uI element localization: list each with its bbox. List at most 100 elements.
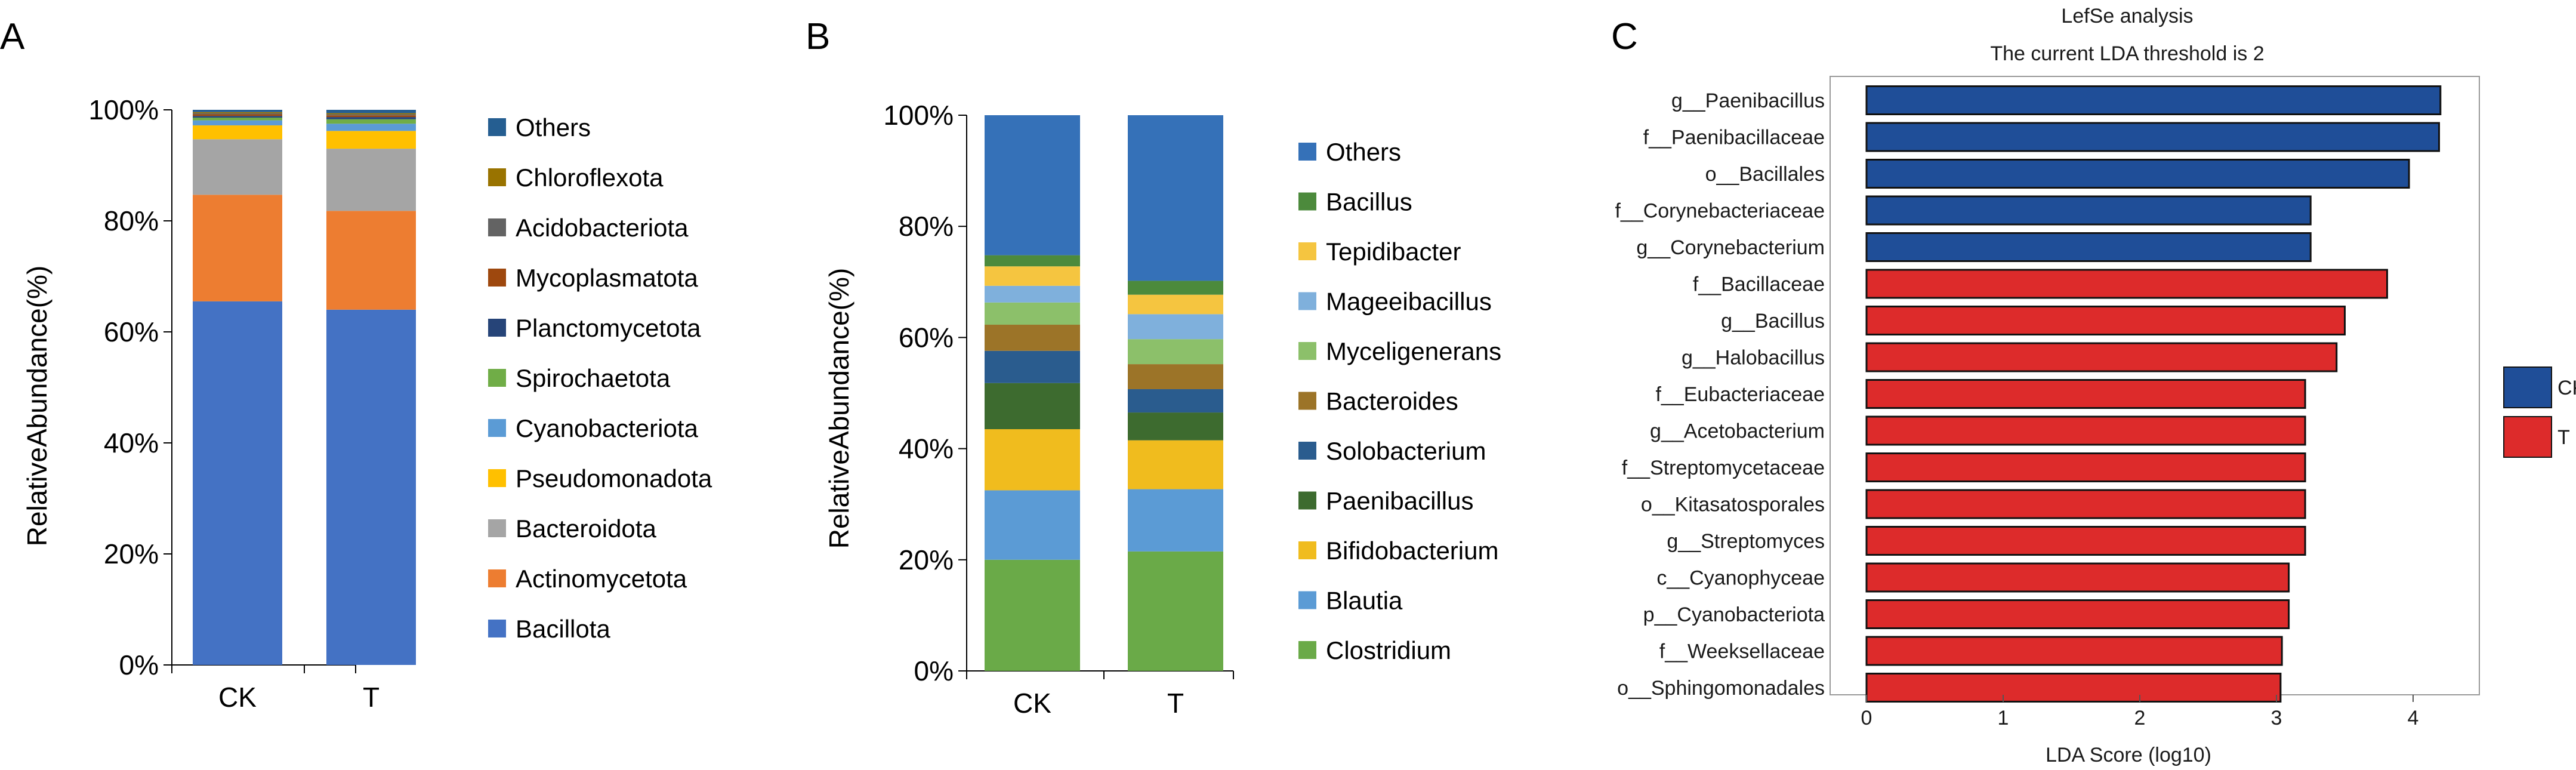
panel-b-bar-segment-blautia-t — [1128, 489, 1223, 552]
panel-a-legend-label: Bacillota — [516, 615, 610, 643]
panel-b-x-tick-label: CK — [1013, 688, 1051, 719]
panel-a-y-tick-label: 20% — [104, 538, 159, 569]
panel-b-y-tick-label: 80% — [899, 211, 954, 242]
panel-a-x-tick-label: CK — [218, 682, 257, 713]
panel-a-legend-label: Mycoplasmatota — [516, 264, 698, 292]
panel-a-bar-segment-pseudomonadota-ck — [193, 125, 282, 140]
panel-b-legend-swatch — [1298, 591, 1316, 609]
panel-a-bar-segment-spirochaetota-t — [326, 119, 416, 124]
panel-a-legend-swatch — [488, 569, 506, 587]
panel-a-bar-segment-planctomycetota-t — [326, 117, 416, 119]
panel-a-bar-segment-bacteroidota-t — [326, 149, 416, 211]
panel-b-y-tick-label: 60% — [899, 322, 954, 353]
lda-bar-label: f__Corynebacteriaceae — [1615, 200, 1825, 223]
lda-bar-label: g__Paenibacillus — [1671, 90, 1825, 112]
panel-a-legend-label: Bacteroidota — [516, 515, 656, 543]
lda-bar-o-bacillales — [1865, 159, 2410, 189]
lda-x-tick-label: 0 — [1861, 707, 1872, 729]
panel-b-x-tick-label: T — [1167, 688, 1184, 719]
panel-b-stacked-bar-chart: RelativeAbundance(%) 0% 20% 40% 60% 80% 100% C… — [823, 100, 1501, 719]
panel-b-legend-label: Others — [1326, 138, 1401, 166]
panel-b-bar-segment-blautia-ck — [985, 490, 1080, 560]
panel-a-bar-segment-actinomycetota-t — [326, 211, 416, 310]
panel-b-legend-label: Mageeibacillus — [1326, 288, 1492, 316]
lda-bar-label: g__Streptomyces — [1667, 530, 1825, 553]
lda-bar-f-corynebacteriaceae — [1865, 195, 2312, 226]
panel-b-legend-swatch — [1298, 541, 1316, 559]
panel-a-legend-label: Acidobacteriota — [516, 214, 689, 242]
panel-a-legend-label: Chloroflexota — [516, 164, 664, 192]
lda-x-axis-title: LDA Score (log10) — [2046, 744, 2211, 766]
panel-a-legend-swatch — [488, 118, 506, 136]
panel-b-bar-segment-clostridium-t — [1128, 551, 1223, 671]
panel-a-y-tick-label: 80% — [104, 205, 159, 236]
panel-b-bar-segment-bacillus-ck — [985, 255, 1080, 267]
panel-a-bar-segment-planctomycetota-ck — [193, 116, 282, 118]
panel-c-lda-bar-chart: LefSe analysis The current LDA threshold… — [1615, 5, 2576, 766]
panel-a-bar-segment-mycoplasmatota-ck — [193, 114, 282, 116]
lda-bar-label: g__Bacillus — [1721, 310, 1825, 332]
panel-a-bar-segment-acidobacteriota-t — [326, 114, 416, 116]
panel-a-bar-segment-acidobacteriota-ck — [193, 113, 282, 115]
panel-b-bar-segment-tepidibacter-ck — [985, 266, 1080, 286]
panel-a-bar-segment-actinomycetota-ck — [193, 195, 282, 301]
lda-x-tick-label: 3 — [2271, 707, 2282, 729]
lda-bar-g-bacillus — [1865, 306, 2346, 335]
lda-bar-o-kitasatosporales — [1865, 489, 2306, 519]
lda-bar-label: g__Corynebacterium — [1636, 236, 1825, 259]
panel-a-legend-swatch — [488, 419, 506, 437]
panel-a-bar-segment-mycoplasmatota-t — [326, 115, 416, 118]
panel-b-legend-label: Clostridium — [1326, 636, 1451, 664]
lda-bar-g-corynebacterium — [1865, 232, 2312, 262]
panel-b-bar-segment-mageeibacillus-t — [1128, 314, 1223, 340]
panel-a-bar-segment-pseudomonadota-t — [326, 131, 416, 149]
panel-a-legend-swatch — [488, 519, 506, 537]
panel-a-legend-swatch — [488, 620, 506, 637]
panel-a-bar-segment-chloroflexota-ck — [193, 112, 282, 113]
panel-a-y-axis-title: RelativeAbundance(%) — [21, 266, 53, 547]
lda-legend-label: T — [2558, 426, 2570, 449]
lda-bar-label: p__Cyanobacteriota — [1643, 603, 1825, 626]
panel-a-legend-swatch — [488, 218, 506, 236]
panel-a-legend-swatch — [488, 369, 506, 387]
lda-bar-f-paenibacillaceae — [1865, 122, 2441, 152]
panel-b-bar-segment-myceligenerans-t — [1128, 339, 1223, 365]
panel-b-y-tick-label: 100% — [883, 100, 954, 131]
lda-bar-label: f__Eubacteriaceae — [1655, 383, 1825, 406]
panel-b-bar-segment-solobacterium-t — [1128, 389, 1223, 413]
lda-bar-g-streptomyces — [1865, 526, 2306, 556]
panel-b-legend-label: Myceligenerans — [1326, 337, 1501, 365]
lda-legend-swatch-ck — [2503, 366, 2552, 408]
panel-a-x-tick-label: T — [363, 682, 380, 713]
lda-bar-p-cyanobacteriota — [1865, 599, 2290, 629]
lda-x-tick-label: 4 — [2408, 707, 2419, 729]
panel-a-bar-segment-cyanobacteriota-ck — [193, 120, 282, 126]
panel-b-legend-label: Paenibacillus — [1326, 487, 1474, 515]
panel-a-legend-swatch — [488, 168, 506, 186]
panel-b-legend-label: Bifidobacterium — [1326, 537, 1498, 565]
lda-bar-label: o__Bacillales — [1705, 163, 1825, 186]
panel-b-legend-label: Blautia — [1326, 587, 1403, 615]
lda-x-tick-label: 1 — [1998, 707, 2009, 729]
panel-b-legend-swatch — [1298, 192, 1316, 211]
panel-a-legend-label: Actinomycetota — [516, 565, 687, 593]
panel-b-bar-segment-myceligenerans-ck — [985, 302, 1080, 325]
panel-b-bar-segment-bifidobacterium-ck — [985, 429, 1080, 491]
panel-a-legend-swatch — [488, 269, 506, 287]
lda-legend-swatch-t — [2503, 416, 2552, 458]
lda-bar-label: g__Acetobacterium — [1650, 420, 1825, 443]
panel-b-legend-label: Bacteroides — [1326, 387, 1458, 415]
lda-bar-label: f__Bacillaceae — [1693, 273, 1825, 296]
lda-bar-f-weeksellaceae — [1865, 636, 2283, 666]
lda-legend-label: CK — [2558, 377, 2576, 399]
panel-b-bar-segment-paenibacillus-t — [1128, 412, 1223, 441]
panel-b-legend-label: Tepidibacter — [1326, 238, 1461, 266]
panel-b-y-tick-label: 40% — [899, 433, 954, 464]
panel-b-bar-segment-bacteroides-t — [1128, 364, 1223, 389]
panel-b-y-tick-label: 0% — [914, 655, 954, 686]
lda-bar-label: g__Halobacillus — [1682, 347, 1825, 369]
panel-b-bar-segment-others-ck — [985, 115, 1080, 255]
panel-b-legend-swatch — [1298, 143, 1316, 161]
lda-x-tick-label: 2 — [2134, 707, 2146, 729]
